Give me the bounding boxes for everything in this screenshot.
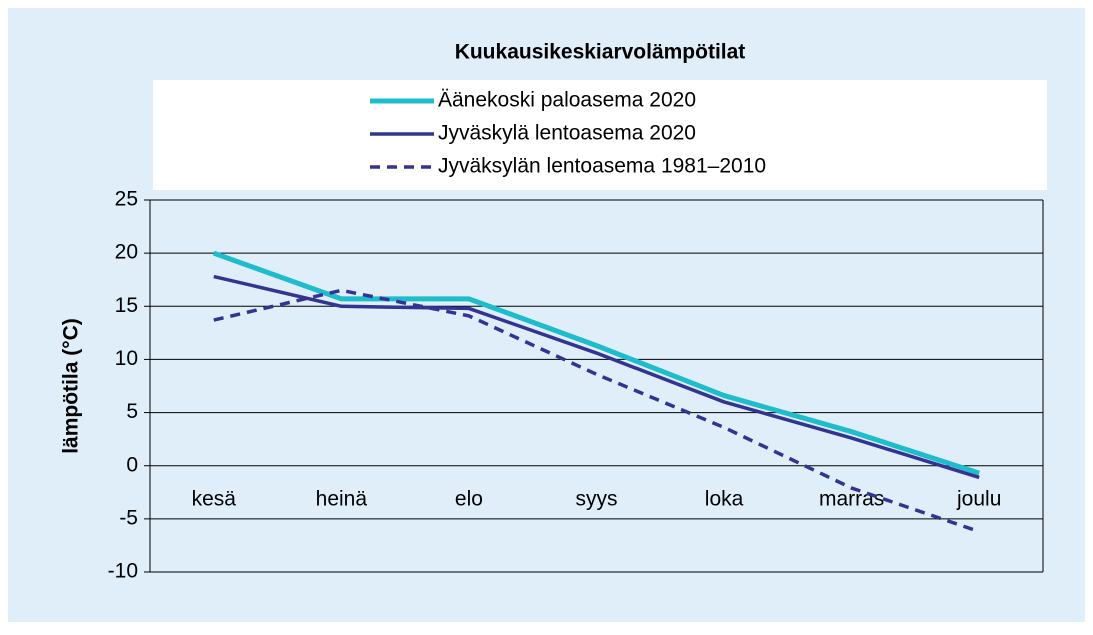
chart-title: Kuukausikeskiarvolämpötilat xyxy=(455,41,746,64)
y-axis-label: lämpötila (°C) xyxy=(60,318,83,454)
legend-label: Jyväskylä lentoasema 2020 xyxy=(438,122,696,145)
x-tick-label: marras xyxy=(819,487,884,510)
y-tick-label: 5 xyxy=(126,400,138,423)
y-tick-label: 10 xyxy=(115,347,138,370)
y-tick-label: -10 xyxy=(108,560,138,583)
y-tick-label: 15 xyxy=(115,294,138,317)
x-tick-label: elo xyxy=(455,487,483,510)
legend-label: Äänekoski paloasema 2020 xyxy=(438,89,696,112)
series-line xyxy=(213,288,980,534)
x-tick-label: heinä xyxy=(316,487,368,510)
y-tick-label: -5 xyxy=(119,506,138,529)
y-tick-label: 0 xyxy=(126,453,138,476)
y-tick-label: 25 xyxy=(115,188,138,211)
x-tick-label: kesä xyxy=(192,487,237,510)
x-tick-label: syys xyxy=(576,487,618,510)
x-tick-label: loka xyxy=(705,487,744,510)
x-tick-label: joulu xyxy=(956,487,1001,510)
legend-box xyxy=(153,80,1047,190)
legend-label: Jyväksylän lentoasema 1981–2010 xyxy=(438,155,766,178)
y-tick-label: 20 xyxy=(115,241,138,264)
series-line xyxy=(212,250,980,476)
series-line xyxy=(213,274,980,480)
